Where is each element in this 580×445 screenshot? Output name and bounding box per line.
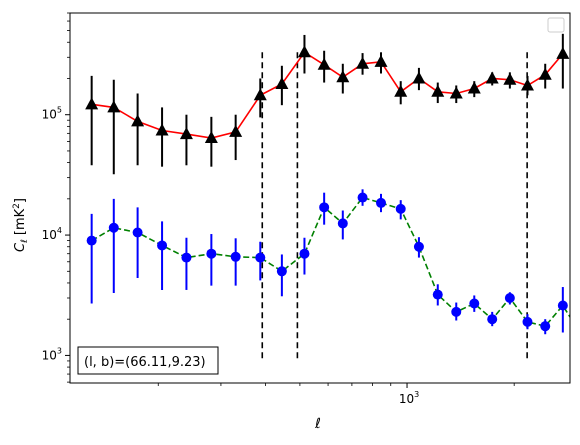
triangle-marker (520, 78, 534, 91)
triangle-marker (431, 84, 445, 97)
y-tick-label: 103 (42, 346, 62, 362)
x-tick-label: 103 (399, 390, 419, 406)
circle-marker (395, 203, 406, 214)
circle-marker (375, 197, 386, 208)
triangle-marker (503, 72, 517, 85)
tick-label-base: 10 (42, 348, 57, 362)
circle-marker (504, 292, 515, 303)
annotation: (l, b)=(66.11,9.23) (77, 346, 219, 375)
triangle-marker (297, 45, 311, 58)
tick-label-base: 10 (399, 392, 414, 406)
series-layer (85, 33, 580, 335)
circle-marker (572, 323, 580, 333)
y-axis-label-unit-end: ] (13, 198, 28, 203)
annotation-box (77, 346, 219, 375)
tick-label-base: 10 (42, 108, 57, 122)
vline-layer (261, 52, 528, 361)
triangle-marker (374, 54, 388, 67)
triangle-marker (204, 131, 218, 144)
y-axis-label-unit-sup: 2 (12, 203, 22, 209)
triangle-marker (317, 57, 331, 70)
y-axis-label-main: C (13, 242, 28, 252)
circle-marker (557, 300, 568, 311)
legend-box (547, 17, 565, 33)
plot-frame (69, 12, 571, 384)
circle-marker (432, 289, 443, 300)
plot-background (70, 13, 570, 383)
circle-marker (451, 306, 462, 317)
circle-marker (108, 222, 119, 233)
triangle-marker (467, 81, 481, 94)
y-axis-label: Cℓ [mK2] (12, 198, 30, 252)
circle-marker (540, 321, 551, 332)
series-1 (85, 33, 570, 175)
circle-marker (132, 227, 143, 238)
circle-marker (86, 235, 97, 246)
circle-marker (337, 218, 348, 229)
circle-marker (319, 202, 330, 213)
triangle-marker (485, 71, 499, 84)
x-axis-label: ℓ (314, 416, 321, 432)
y-axis-label-unit: [mK (13, 208, 28, 235)
svg-text:Cℓ [mK2]: Cℓ [mK2] (12, 198, 30, 252)
circle-marker (181, 252, 192, 263)
triangle-marker (356, 56, 370, 69)
circle-marker (413, 241, 424, 252)
triangle-marker (107, 100, 121, 113)
triangle-marker (131, 114, 145, 127)
tick-label-exponent: 3 (57, 346, 62, 355)
circle-marker (522, 316, 533, 327)
triangle-marker (253, 88, 267, 101)
triangle-marker (179, 127, 193, 140)
triangle-marker (394, 84, 408, 97)
triangle-marker (412, 71, 426, 84)
triangle-marker (336, 70, 350, 83)
circle-marker (469, 298, 480, 309)
triangle-marker (229, 124, 243, 137)
series-2 (86, 189, 580, 335)
circle-marker (157, 240, 168, 251)
y-axis-label-sub: ℓ (20, 239, 30, 244)
triangle-marker (538, 67, 552, 80)
circle-marker (276, 266, 287, 277)
y-tick-label: 105 (42, 106, 62, 122)
circle-marker (357, 192, 368, 203)
circle-marker (299, 248, 310, 259)
triangle-marker (556, 46, 570, 59)
triangle-marker (85, 97, 99, 110)
y-tick-label: 104 (42, 226, 62, 242)
triangle-marker (449, 86, 463, 99)
triangle-marker (275, 76, 289, 89)
tick-label-exponent: 3 (414, 390, 419, 399)
tick-label-base: 10 (42, 228, 57, 242)
annotation-text: (l, b)=(66.11,9.23) (84, 355, 206, 370)
triangle-marker (155, 123, 169, 136)
tick-label-exponent: 5 (57, 106, 62, 115)
tick-label-exponent: 4 (57, 226, 62, 235)
circle-marker (230, 251, 241, 262)
circle-marker (487, 314, 498, 325)
circle-marker (206, 248, 217, 259)
circle-marker (255, 252, 266, 263)
